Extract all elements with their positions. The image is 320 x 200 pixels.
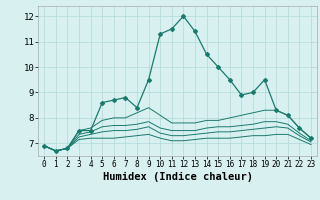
X-axis label: Humidex (Indice chaleur): Humidex (Indice chaleur)	[103, 172, 252, 182]
